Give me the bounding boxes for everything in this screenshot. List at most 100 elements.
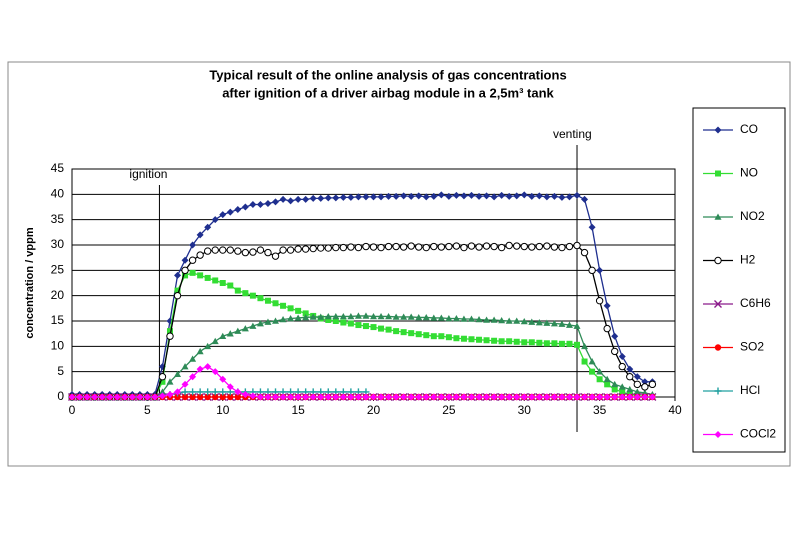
data-point bbox=[166, 378, 174, 385]
data-point bbox=[272, 198, 280, 206]
data-point bbox=[611, 347, 619, 356]
data-point bbox=[415, 243, 423, 251]
data-point bbox=[204, 274, 211, 281]
data-point bbox=[543, 319, 551, 326]
data-point bbox=[189, 373, 197, 381]
data-point bbox=[332, 312, 340, 320]
data-point bbox=[618, 383, 626, 390]
data-point bbox=[287, 314, 295, 322]
data-point bbox=[633, 380, 642, 389]
data-point bbox=[475, 315, 483, 323]
y-tick-label: 0 bbox=[57, 389, 64, 403]
data-point bbox=[618, 362, 626, 371]
data-point bbox=[204, 363, 212, 371]
data-point bbox=[648, 393, 656, 401]
y-tick-label: 35 bbox=[51, 212, 65, 226]
data-point bbox=[234, 327, 242, 334]
data-point bbox=[490, 393, 498, 401]
data-point bbox=[340, 319, 347, 326]
data-point bbox=[550, 320, 558, 327]
data-point bbox=[347, 243, 355, 251]
data-point bbox=[408, 330, 415, 337]
data-point bbox=[460, 192, 468, 200]
data-point bbox=[460, 315, 468, 322]
data-point bbox=[611, 380, 619, 388]
data-point bbox=[437, 191, 445, 199]
data-point bbox=[400, 192, 408, 200]
data-point bbox=[475, 393, 483, 401]
data-point bbox=[423, 332, 430, 339]
data-point bbox=[287, 197, 295, 205]
data-point bbox=[317, 313, 325, 320]
data-point bbox=[407, 242, 415, 250]
data-point bbox=[196, 347, 204, 355]
data-point bbox=[234, 287, 241, 294]
data-point bbox=[483, 393, 491, 401]
data-point bbox=[272, 300, 279, 307]
data-point bbox=[302, 195, 310, 203]
data-point bbox=[219, 393, 226, 401]
data-point bbox=[581, 195, 589, 203]
data-point bbox=[513, 338, 520, 345]
data-point bbox=[626, 385, 634, 393]
data-point bbox=[362, 312, 370, 319]
data-point bbox=[505, 317, 513, 324]
data-point bbox=[196, 251, 204, 259]
data-point bbox=[603, 302, 611, 310]
data-point bbox=[483, 337, 490, 344]
data-point bbox=[422, 193, 430, 201]
data-point bbox=[234, 206, 242, 214]
data-point bbox=[588, 266, 596, 275]
data-point bbox=[438, 333, 445, 340]
data-point bbox=[551, 340, 558, 347]
data-point bbox=[339, 193, 347, 201]
data-point bbox=[309, 313, 317, 320]
data-point bbox=[550, 192, 558, 200]
data-point bbox=[256, 246, 265, 254]
data-point bbox=[475, 192, 483, 200]
data-point bbox=[196, 388, 204, 396]
data-point bbox=[302, 393, 310, 401]
data-point bbox=[490, 242, 498, 251]
data-point bbox=[603, 324, 611, 333]
data-point bbox=[347, 393, 355, 401]
data-point bbox=[505, 192, 513, 200]
data-point bbox=[528, 318, 536, 325]
data-point bbox=[227, 393, 234, 401]
data-point bbox=[648, 380, 657, 389]
data-point bbox=[302, 310, 309, 317]
data-point bbox=[76, 393, 84, 401]
data-point bbox=[181, 388, 189, 396]
data-point bbox=[595, 297, 604, 305]
data-point bbox=[204, 223, 212, 231]
x-tick-label: 10 bbox=[216, 403, 230, 417]
data-point bbox=[550, 393, 558, 401]
data-point bbox=[219, 211, 227, 219]
data-point bbox=[280, 302, 287, 309]
data-point bbox=[151, 393, 159, 401]
data-point bbox=[422, 313, 430, 321]
data-point bbox=[528, 393, 536, 401]
data-point bbox=[626, 373, 634, 381]
data-point bbox=[309, 194, 317, 202]
legend-marker bbox=[715, 170, 721, 177]
data-point bbox=[392, 192, 400, 200]
y-tick-label: 25 bbox=[51, 263, 65, 277]
data-point bbox=[422, 243, 430, 252]
y-tick-label: 5 bbox=[57, 364, 64, 378]
data-point bbox=[189, 388, 197, 396]
data-point bbox=[611, 332, 619, 340]
data-point bbox=[68, 393, 76, 401]
data-point bbox=[212, 277, 219, 284]
data-point bbox=[339, 312, 347, 320]
data-point bbox=[234, 393, 242, 401]
data-point bbox=[249, 322, 257, 329]
data-point bbox=[317, 244, 325, 252]
data-point bbox=[506, 338, 513, 345]
legend-label: COCl2 bbox=[740, 427, 776, 441]
data-point bbox=[271, 252, 280, 260]
data-point bbox=[400, 329, 407, 336]
data-point bbox=[211, 388, 219, 396]
data-point bbox=[211, 216, 219, 224]
y-tick-label: 15 bbox=[51, 313, 65, 327]
